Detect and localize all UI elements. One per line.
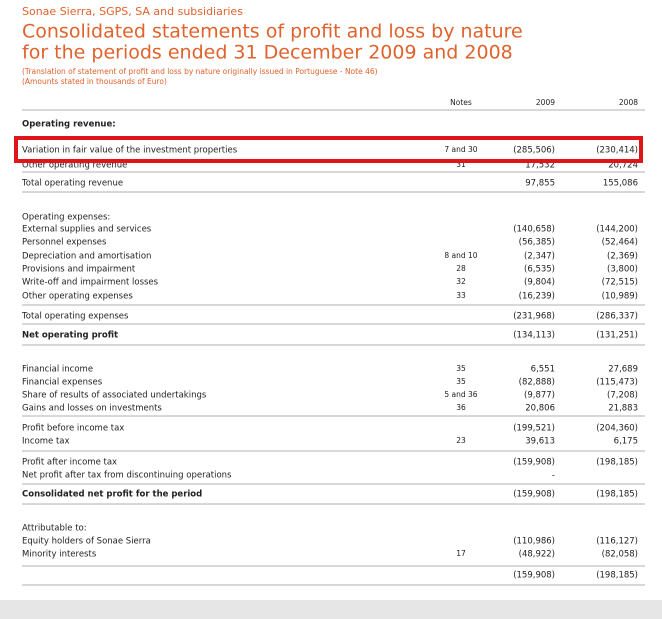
value-2009: (134,113) xyxy=(513,331,555,341)
row-label: Net operating profit xyxy=(22,331,118,341)
value-2009: (82,888) xyxy=(519,378,555,388)
title-line: for the periods ended 31 December 2009 a… xyxy=(22,42,513,64)
value-2009: 17,532 xyxy=(525,161,555,171)
note-line: (Amounts stated in thousands of Euro) xyxy=(22,77,167,86)
value-2008: (72,515) xyxy=(602,278,638,288)
row-label: Personnel expenses xyxy=(22,238,107,248)
value-2008: (7,208) xyxy=(607,391,638,401)
value-2008: (131,251) xyxy=(596,331,638,341)
row-label: Attributable to: xyxy=(22,524,87,534)
value-2008: 20,724 xyxy=(608,161,638,171)
row-notes: 8 and 10 xyxy=(444,251,477,260)
row-label: Other operating expenses xyxy=(22,292,133,302)
row-notes: 28 xyxy=(456,264,466,273)
value-2008: (144,200) xyxy=(596,225,638,235)
window-bar xyxy=(0,600,662,619)
row-label: Income tax xyxy=(22,437,70,447)
value-2009: (9,877) xyxy=(524,391,555,401)
row-label: Profit before income tax xyxy=(22,424,124,434)
value-2009: (56,385) xyxy=(519,238,555,248)
row-label: Depreciation and amortisation xyxy=(22,252,151,262)
value-2009: (199,521) xyxy=(513,424,555,434)
value-2008: 21,883 xyxy=(608,404,638,414)
value-2008: (198,185) xyxy=(596,571,638,581)
row-notes: 31 xyxy=(456,160,466,169)
row-notes: 36 xyxy=(456,403,466,412)
value-2008: (116,127) xyxy=(596,537,638,547)
value-2009: 20,806 xyxy=(525,404,555,414)
row-label: Consolidated net profit for the period xyxy=(22,490,202,500)
value-2009: - xyxy=(552,471,555,481)
value-2009: (231,968) xyxy=(513,312,555,322)
value-2008: (198,185) xyxy=(596,458,638,468)
row-label: Gains and losses on investments xyxy=(22,404,162,414)
highlight-box xyxy=(14,136,643,163)
value-2009: 6,551 xyxy=(531,365,555,375)
row-label: Profit after income tax xyxy=(22,458,117,468)
row-notes: 5 and 36 xyxy=(444,390,477,399)
row-label: Operating expenses: xyxy=(22,213,110,223)
row-label: Share of results of associated undertaki… xyxy=(22,391,207,401)
value-2009: (6,535) xyxy=(524,265,555,275)
row-notes: 35 xyxy=(456,377,466,386)
value-2008: 27,689 xyxy=(608,365,638,375)
row-notes: 33 xyxy=(456,291,466,300)
column-header: 2009 xyxy=(536,98,555,107)
value-2009: (2,347) xyxy=(524,252,555,262)
row-label: Total operating revenue xyxy=(21,179,123,189)
value-2008: (10,989) xyxy=(602,292,638,302)
row-notes: 7 and 30 xyxy=(444,145,477,154)
column-header: 2008 xyxy=(619,98,638,107)
row-label: Financial income xyxy=(22,365,93,375)
value-2009: (159,908) xyxy=(513,458,555,468)
row-notes: 32 xyxy=(456,277,466,286)
row-label: Equity holders of Sonae Sierra xyxy=(22,537,151,547)
value-2009: (159,908) xyxy=(513,490,555,500)
value-2009: (16,239) xyxy=(519,292,555,302)
value-2008: (2,369) xyxy=(607,252,638,262)
value-2009: (285,506) xyxy=(513,146,555,156)
value-2008: (198,185) xyxy=(596,490,638,500)
value-2009: 39,613 xyxy=(525,437,555,447)
value-2008: (230,414) xyxy=(596,146,638,156)
value-2009: (9,804) xyxy=(524,278,555,288)
row-label: Total operating expenses xyxy=(21,312,129,322)
company-name: Sonae Sierra, SGPS, SA and subsidiaries xyxy=(22,5,243,18)
row-label: Minority interests xyxy=(22,550,97,560)
row-label: Write-off and impairment losses xyxy=(22,278,159,288)
row-notes: 35 xyxy=(456,364,466,373)
value-2009: (140,658) xyxy=(513,225,555,235)
row-label: Other operating revenue xyxy=(22,161,127,171)
value-2008: (115,473) xyxy=(596,378,638,388)
row-notes: 17 xyxy=(456,549,466,558)
row-label: Financial expenses xyxy=(22,378,103,388)
value-2009: 97,855 xyxy=(525,179,555,189)
column-header: Notes xyxy=(450,98,472,107)
row-label: Provisions and impairment xyxy=(22,265,136,275)
row-label: Operating revenue: xyxy=(22,120,116,130)
value-2008: 6,175 xyxy=(614,437,638,447)
value-2008: 155,086 xyxy=(603,179,638,189)
value-2008: (82,058) xyxy=(602,550,638,560)
row-label: External supplies and services xyxy=(22,225,152,235)
value-2009: (48,922) xyxy=(519,550,555,560)
value-2008: (204,360) xyxy=(596,424,638,434)
value-2008: (52,464) xyxy=(602,238,638,248)
row-label: Variation in fair value of the investmen… xyxy=(22,146,238,156)
note-line: (Translation of statement of profit and … xyxy=(22,67,378,76)
value-2009: (110,986) xyxy=(513,537,555,547)
value-2009: (159,908) xyxy=(513,571,555,581)
value-2008: (286,337) xyxy=(596,312,638,322)
value-2008: (3,800) xyxy=(607,265,638,275)
title-line: Consolidated statements of profit and lo… xyxy=(22,21,523,43)
row-label: Net profit after tax from discontinuing … xyxy=(22,471,232,481)
row-notes: 23 xyxy=(456,436,466,445)
